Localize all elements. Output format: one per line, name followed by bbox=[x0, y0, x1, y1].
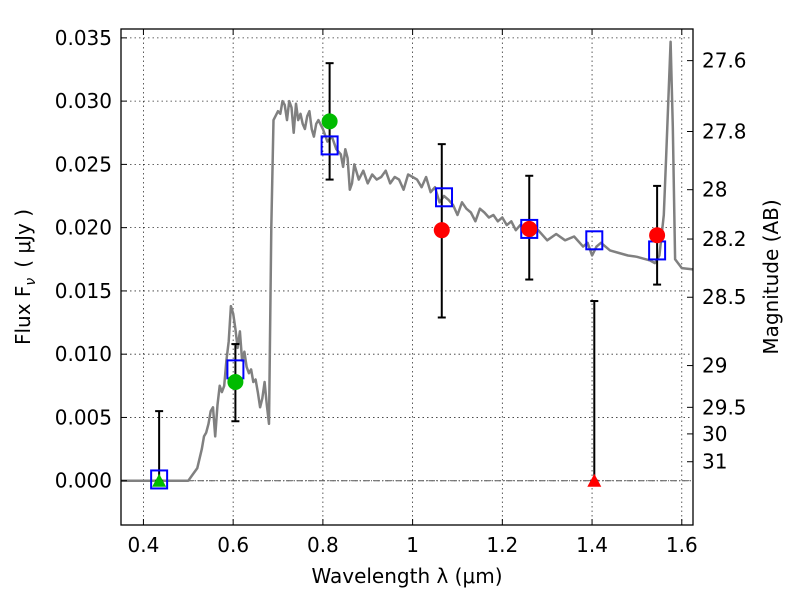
y2-axis-label: Magnitude (AB) bbox=[759, 199, 783, 354]
y2-tick-label: 30 bbox=[702, 422, 727, 446]
y2-tick-label: 27.6 bbox=[702, 49, 747, 73]
y2-tick-label: 28.5 bbox=[702, 285, 747, 309]
svg-text:Flux Fν( μJy ): Flux Fν ( μJy ) bbox=[11, 209, 39, 345]
y2-tick-label: 29 bbox=[702, 354, 727, 378]
axis-ticks bbox=[121, 29, 693, 525]
y-axis-label-subscript: ν bbox=[23, 278, 39, 286]
y-axis-label: Flux Fν ( μJy ) bbox=[11, 209, 39, 345]
upper-limit-triangle bbox=[152, 473, 167, 487]
red-detection-point bbox=[649, 227, 666, 244]
y2-tick-label: 29.5 bbox=[702, 395, 747, 419]
x-axis-label: Wavelength λ (μm) bbox=[311, 564, 502, 588]
x-tick-label: 1.4 bbox=[576, 533, 608, 557]
x-tick-label: 0.4 bbox=[128, 533, 160, 557]
grid-lines bbox=[121, 29, 693, 525]
red-detection-point bbox=[521, 220, 538, 237]
y-axis-label-unit: ( μJy ) bbox=[11, 209, 35, 268]
upper-limit-triangle bbox=[587, 473, 602, 487]
green-detection-point bbox=[227, 374, 244, 391]
tick-labels: 0.4 0.6 0.8 1 1.2 1.4 1.6 0.000 0.005 0.010 0.015 0… bbox=[55, 26, 747, 557]
model-sed-line bbox=[121, 40, 693, 482]
green-detection-point bbox=[321, 113, 338, 130]
x-tick-label: 0.6 bbox=[217, 533, 249, 557]
plot-frame bbox=[120, 28, 694, 526]
red-detection-point bbox=[433, 222, 450, 239]
synthetic-flux-box bbox=[150, 469, 169, 490]
synthetic-flux-box bbox=[585, 230, 604, 251]
x-tick-label: 0.8 bbox=[307, 533, 339, 557]
y-tick-label: 0.015 bbox=[55, 279, 112, 303]
y2-tick-label: 27.8 bbox=[702, 119, 747, 143]
y2-tick-label: 28.2 bbox=[702, 227, 747, 251]
y-tick-label: 0.035 bbox=[55, 26, 112, 50]
y-tick-label: 0.005 bbox=[55, 405, 112, 429]
x-tick-label: 1.2 bbox=[486, 533, 518, 557]
y-tick-label: 0.010 bbox=[55, 342, 112, 366]
y-tick-label: 0.025 bbox=[55, 152, 112, 176]
synthetic-flux-box bbox=[320, 135, 339, 156]
x-tick-label: 1.6 bbox=[666, 533, 698, 557]
y2-tick-label: 28 bbox=[702, 178, 727, 202]
y-tick-label: 0.000 bbox=[55, 469, 112, 493]
plot-area bbox=[121, 40, 693, 490]
y-tick-label: 0.020 bbox=[55, 216, 112, 240]
x-tick-label: 1 bbox=[406, 533, 419, 557]
y2-tick-label: 31 bbox=[702, 450, 727, 474]
synthetic-flux-box bbox=[435, 187, 454, 208]
y-axis-label-main: Flux F bbox=[11, 286, 35, 345]
y-tick-label: 0.030 bbox=[55, 89, 112, 113]
